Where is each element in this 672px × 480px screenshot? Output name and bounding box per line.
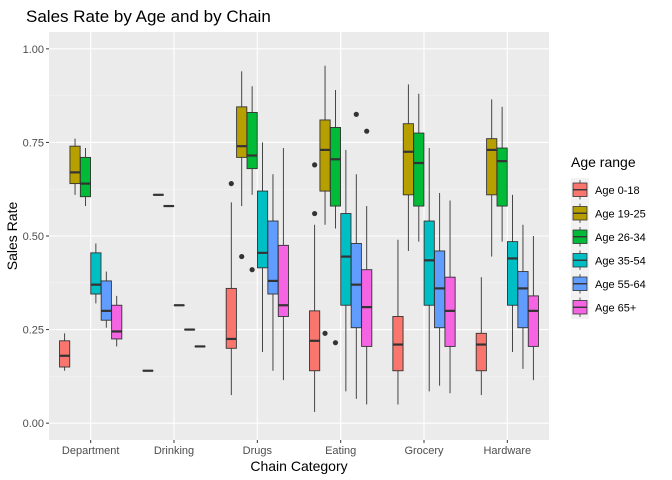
- box-body: [100, 280, 112, 321]
- box-body: [402, 123, 414, 196]
- x-tick-label: Eating: [325, 445, 356, 457]
- box-age-0-18-eating: [309, 162, 321, 412]
- x-tick-label: Hardware: [483, 445, 531, 457]
- legend-item-age-19-25: Age 19-25: [571, 201, 646, 225]
- legend-label: Age 0-18: [595, 185, 640, 197]
- box-age-19-25-hardware: [486, 99, 498, 257]
- box-age-65--hardware: [527, 236, 539, 381]
- box-age-26-34-hardware: [496, 106, 508, 242]
- y-axis-title: Sales Rate: [4, 202, 20, 271]
- box-layer: [59, 65, 539, 412]
- outlier-point: [332, 340, 339, 346]
- box-body: [111, 304, 123, 340]
- box-body: [475, 332, 487, 372]
- box-body: [256, 190, 269, 269]
- box-body: [340, 213, 352, 306]
- legend-item-age-55-64: Age 55-64: [571, 272, 646, 296]
- x-tick-label: Drinking: [154, 445, 194, 457]
- legend-title: Age range: [571, 154, 636, 170]
- box-age-65--department: [111, 295, 123, 347]
- y-tick-label: 1.00: [23, 44, 44, 56]
- y-tick-label: 0.25: [23, 325, 44, 337]
- x-tick-label: Drugs: [243, 445, 273, 457]
- outlier-point: [322, 330, 328, 336]
- chart-title: Sales Rate by Age and by Chain: [26, 7, 271, 26]
- box-body: [277, 244, 289, 317]
- axis-layer: 0.00 0.25 0.50 0.75 1.00 Department Drinking Dr…: [23, 44, 532, 457]
- box-age-0-18-hardware: [475, 277, 487, 396]
- box-body: [496, 147, 508, 207]
- legend: Age range Age 0-18 Age 19-25 Age 26-34 Age …: [571, 154, 646, 319]
- x-tick-label: Grocery: [404, 445, 444, 457]
- box-body: [486, 138, 498, 196]
- x-tick-label: Department: [62, 445, 119, 457]
- box-body: [225, 287, 237, 349]
- outlier-point: [312, 162, 318, 168]
- legend-label: Age 35-54: [595, 255, 646, 267]
- legend-label: Age 26-34: [595, 232, 646, 244]
- box-age-35-54-drugs: [256, 142, 269, 353]
- box-body: [413, 132, 425, 207]
- legend-label: Age 65+: [595, 302, 636, 314]
- box-body: [506, 241, 519, 306]
- outlier-point: [249, 267, 255, 273]
- box-body: [517, 271, 529, 329]
- box-age-26-34-grocery: [413, 93, 425, 242]
- box-body: [69, 145, 81, 185]
- outlier-point: [312, 210, 318, 217]
- box-age-0-18-drugs: [225, 180, 237, 396]
- legend-label: Age 19-25: [595, 208, 646, 220]
- box-age-55-64-department: [100, 271, 112, 328]
- box-body: [423, 220, 435, 306]
- box-body: [236, 106, 248, 158]
- outlier-point: [364, 128, 370, 134]
- y-tick-label: 0.50: [23, 231, 44, 243]
- box-age-35-54-department: [90, 243, 102, 304]
- legend-item-age-35-54: Age 35-54: [571, 248, 646, 272]
- box-age-65--eating: [361, 128, 373, 405]
- box-body: [59, 340, 71, 368]
- box-age-26-34-department: [79, 148, 92, 207]
- box-body: [329, 126, 342, 207]
- y-tick-label: 0.00: [23, 418, 44, 430]
- outlier-point: [239, 253, 245, 260]
- box-body: [79, 156, 92, 198]
- legend-item-age-65-: Age 65+: [571, 295, 636, 319]
- box-age-0-18-department: [59, 333, 71, 371]
- box-age-55-64-grocery: [434, 192, 446, 386]
- box-age-26-34-drugs: [246, 86, 258, 273]
- legend-label: Age 55-64: [595, 279, 646, 291]
- box-body: [319, 119, 331, 192]
- legend-item-age-26-34: Age 26-34: [571, 225, 646, 249]
- box-body: [527, 295, 539, 347]
- outlier-point: [353, 111, 359, 117]
- box-body: [90, 252, 102, 295]
- box-age-35-54-grocery: [423, 148, 435, 392]
- box-age-65--drugs: [277, 148, 289, 381]
- y-tick-label: 0.75: [23, 137, 44, 149]
- outlier-point: [228, 180, 234, 187]
- box-age-0-18-grocery: [392, 239, 404, 405]
- box-age-26-34-eating: [329, 90, 342, 346]
- legend-item-age-0-18: Age 0-18: [571, 178, 640, 202]
- x-axis-title: Chain Category: [250, 458, 347, 474]
- box-age-65--grocery: [444, 200, 456, 394]
- box-body: [267, 220, 279, 295]
- box-body: [246, 112, 258, 170]
